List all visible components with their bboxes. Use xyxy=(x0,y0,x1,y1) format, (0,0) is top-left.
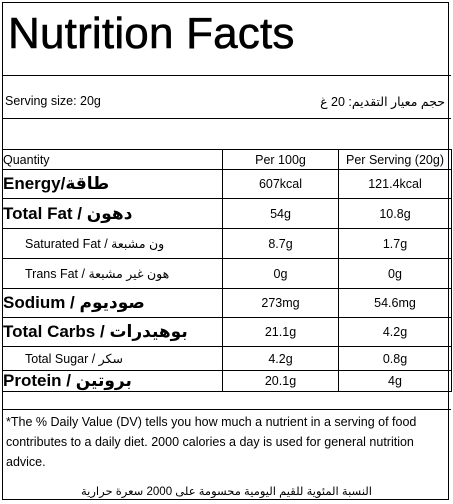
total-carbs-label: Total Carbs / بوهيدرات xyxy=(3,322,188,341)
table-row: Saturated Fat / ون مشبعة 8.7g 1.7g xyxy=(2,228,452,259)
page-title: Nutrition Facts xyxy=(8,9,295,58)
saturated-fat-per-serving: 1.7g xyxy=(338,228,452,259)
row-label-total-carbs: Total Carbs / بوهيدرات xyxy=(2,317,223,347)
header-per-serving: Per Serving (20g) xyxy=(338,149,452,170)
protein-label: Protein / بروتين xyxy=(3,371,132,390)
total-carbs-per-serving: 4.2g xyxy=(338,317,452,347)
table-row: Sodium / صوديوم 273mg 54.6mg xyxy=(2,288,452,318)
row-label-saturated-fat: Saturated Fat / ون مشبعة xyxy=(2,228,223,259)
total-sugar-per-serving: 0.8g xyxy=(338,346,452,371)
footnote-en: *The % Daily Value (DV) tells you how mu… xyxy=(6,415,417,469)
divider xyxy=(2,75,451,76)
table-row: Energy/طاقة 607kcal 121.4kcal xyxy=(2,169,452,199)
row-label-trans-fat: Trans Fat / هون غير مشبعة xyxy=(2,258,223,289)
row-label-sodium: Sodium / صوديوم xyxy=(2,288,223,318)
sodium-label: Sodium / صوديوم xyxy=(3,293,145,312)
sodium-per-serving: 54.6mg xyxy=(338,288,452,318)
protein-per-100g: 20.1g xyxy=(222,370,339,392)
row-label-total-sugar: Total Sugar / سكر xyxy=(2,346,223,371)
total-fat-per-100g: 54g xyxy=(222,198,339,229)
row-label-total-fat: Total Fat / دهون xyxy=(2,198,223,229)
saturated-fat-per-100g: 8.7g xyxy=(222,228,339,259)
energy-label: Energy/طاقة xyxy=(3,174,110,193)
total-sugar-per-100g: 4.2g xyxy=(222,346,339,371)
divider xyxy=(2,118,451,119)
total-fat-label: Total Fat / دهون xyxy=(3,203,133,223)
table-row: Total Carbs / بوهيدرات 21.1g 4.2g xyxy=(2,317,452,347)
row-label-energy: Energy/طاقة xyxy=(2,169,223,199)
header-quantity: Quantity xyxy=(2,149,223,170)
row-label-protein: Protein / بروتين xyxy=(2,370,223,392)
trans-fat-per-100g: 0g xyxy=(222,258,339,289)
table-row: Total Sugar / سكر 4.2g 0.8g xyxy=(2,346,452,371)
trans-fat-per-serving: 0g xyxy=(338,258,452,289)
table-row: Total Fat / دهون 54g 10.8g xyxy=(2,198,452,229)
table-row: Trans Fat / هون غير مشبعة 0g 0g xyxy=(2,258,452,289)
trans-fat-label: Trans Fat / هون غير مشبعة xyxy=(25,267,170,281)
table-row: Protein / بروتين 20.1g 4g xyxy=(2,370,452,392)
serving-size-en: Serving size: 20g xyxy=(5,94,101,108)
total-sugar-label: Total Sugar / سكر xyxy=(25,352,123,366)
serving-size-ar: حجم معيار التقديم: 20 غ xyxy=(320,95,445,109)
sodium-per-100g: 273mg xyxy=(222,288,339,318)
total-fat-per-serving: 10.8g xyxy=(338,198,452,229)
table-header-row: Quantity Per 100g Per Serving (20g) xyxy=(2,149,452,170)
footnote-ar: النسبة المئوية للقيم اليومية محسومة على … xyxy=(81,486,372,498)
saturated-fat-label: Saturated Fat / ون مشبعة xyxy=(25,237,165,251)
energy-per-serving: 121.4kcal xyxy=(338,169,452,199)
divider xyxy=(2,409,451,410)
nutrition-table: Quantity Per 100g Per Serving (20g) Ener… xyxy=(2,149,452,392)
header-per-100g: Per 100g xyxy=(222,149,339,170)
protein-per-serving: 4g xyxy=(338,370,452,392)
total-carbs-per-100g: 21.1g xyxy=(222,317,339,347)
energy-per-100g: 607kcal xyxy=(222,169,339,199)
